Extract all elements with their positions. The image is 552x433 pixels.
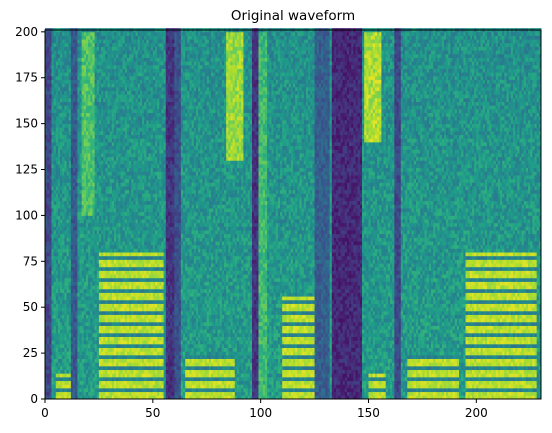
chart-title: Original waveform	[231, 8, 355, 24]
heatmap-cells	[45, 28, 541, 399]
